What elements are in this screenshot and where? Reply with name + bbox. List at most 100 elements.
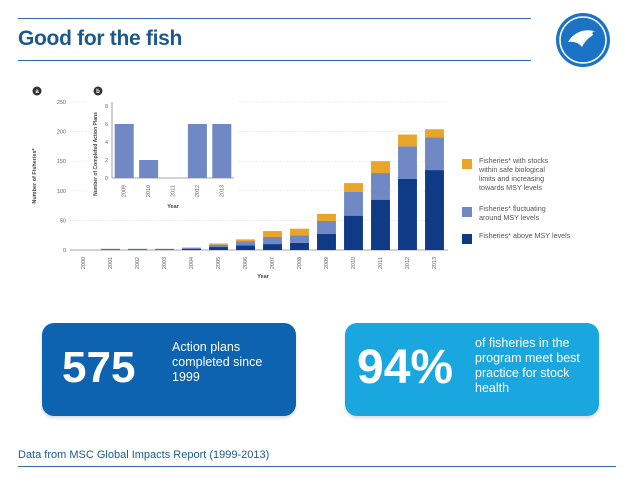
inset-bar: [212, 124, 232, 178]
legend-label-line: Fisheries* fluctuating: [479, 204, 546, 213]
panel-b-label: b: [96, 89, 100, 95]
y-tick-label-b: 4: [105, 140, 108, 146]
y-tick-label-b: 8: [105, 104, 108, 110]
panel-a-label: a: [35, 89, 39, 95]
y-tick-label-a: 250: [57, 100, 66, 106]
x-tick-label-b: 2009: [122, 185, 128, 197]
legend-label-line: Fisheries* with stocks: [479, 156, 549, 165]
y-tick-label-a: 100: [57, 189, 66, 195]
x-tick-label-b: 2012: [195, 185, 201, 197]
y-tick-label-a: 150: [57, 159, 66, 165]
stat-card-stock-health: 94% of fisheries in the program meet bes…: [345, 323, 599, 416]
slide-title: Good for the fish: [18, 27, 183, 50]
x-tick-label-a: 2010: [351, 257, 357, 269]
x-tick-label-a: 2013: [432, 257, 438, 269]
legend-label: Fisheries* fluctuating around MSY levels: [479, 204, 546, 222]
legend-label-line: limits and increasing: [479, 174, 544, 183]
bar-segment: [209, 243, 228, 245]
bottom-rule: [18, 466, 616, 467]
bar-segment: [344, 215, 363, 250]
legend-label-line: around MSY levels: [479, 213, 540, 222]
msc-logo: [556, 13, 610, 67]
x-tick-label-a: 2002: [135, 257, 141, 269]
bar-segment: [344, 191, 363, 216]
panel-a-badge: [32, 86, 42, 96]
bar-segment: [236, 239, 255, 242]
x-tick-label-b: 2010: [146, 185, 152, 197]
bar-segment: [209, 247, 228, 250]
x-tick-label-b: 2011: [170, 185, 176, 197]
y-tick-label-a: 200: [57, 130, 66, 136]
y-tick-label-b: 6: [105, 122, 108, 128]
legend-label: Fisheries* above MSY levels: [479, 231, 571, 240]
x-axis-title-a: Year: [257, 274, 269, 280]
bar-segment: [371, 173, 390, 200]
bar-segment: [263, 231, 282, 237]
bar-segment: [290, 235, 309, 243]
bar-segment: [317, 220, 336, 235]
x-tick-label-a: 2004: [189, 257, 195, 269]
x-tick-label-a: 2009: [324, 257, 330, 269]
y-axis-title-a: Number of Fisheries*: [32, 147, 38, 203]
bar-segment: [398, 146, 417, 179]
inset-bar: [187, 124, 207, 178]
x-tick-label-a: 2005: [216, 257, 222, 269]
stat-stock-health-value: 94%: [357, 341, 454, 394]
x-tick-label-a: 2000: [81, 257, 87, 269]
bar-segment: [398, 178, 417, 250]
legend-label: Fisheries* with stocks within safe biolog…: [478, 156, 549, 192]
stat-card-action-plans: 575 Action plans completed since 1999: [42, 323, 296, 416]
top-rule: [18, 18, 531, 19]
y-tick-label-b: 0: [105, 176, 108, 182]
x-tick-label-a: 2008: [297, 257, 303, 269]
legend-swatch: [462, 207, 472, 217]
bar-segment: [155, 249, 174, 250]
legend-swatch: [462, 234, 472, 244]
y-tick-label-a: 0: [63, 248, 66, 254]
bar-segment: [128, 249, 147, 250]
bar-segment: [344, 183, 363, 192]
stat-stock-health-text: of fisheries in the program meet best pr…: [475, 336, 580, 395]
legend-label-line: towards MSY levels: [479, 183, 542, 192]
bar-segment: [398, 134, 417, 147]
legend-swatch: [462, 159, 472, 169]
bar-segment: [182, 248, 201, 250]
bar-segment: [425, 129, 444, 138]
x-tick-label-a: 2006: [243, 257, 249, 269]
bar-segment: [290, 228, 309, 236]
bar-segment: [425, 137, 444, 171]
x-tick-label-b: 2013: [219, 185, 225, 197]
bar-segment: [425, 170, 444, 250]
bar-segment: [236, 241, 255, 246]
inset-bar: [139, 160, 159, 178]
source-note: Data from MSC Global Impacts Report (199…: [18, 449, 270, 461]
stat-action-plans-text: Action plans completed since 1999: [172, 340, 263, 384]
inset-bar: [114, 124, 134, 178]
x-tick-label-a: 2007: [270, 257, 276, 269]
bar-segment: [371, 161, 390, 174]
bar-segment: [209, 244, 228, 248]
bar-segment: [155, 248, 174, 250]
y-axis-title-b: Number of Completed Action Plans: [93, 112, 99, 196]
bar-segment: [290, 242, 309, 250]
bar-segment: [371, 199, 390, 250]
stat-action-plans-value: 575: [62, 343, 136, 392]
bar-segment: [128, 248, 147, 250]
legend-label-line: Fisheries* above MSY levels: [479, 231, 571, 240]
bar-segment: [236, 245, 255, 250]
x-tick-label-a: 2003: [162, 257, 168, 269]
legend-label-line: within safe biological: [478, 165, 545, 174]
bar-segment: [101, 248, 120, 250]
panel-b-badge: [93, 86, 103, 96]
bar-segment: [263, 236, 282, 245]
bar-segment: [182, 247, 201, 249]
bar-segment: [317, 234, 336, 250]
y-tick-label-b: 2: [105, 158, 108, 164]
x-tick-label-a: 2012: [405, 257, 411, 269]
title-underline: [18, 60, 531, 61]
bar-segment: [263, 244, 282, 250]
x-tick-label-a: 2011: [378, 257, 384, 269]
y-tick-label-a: 50: [60, 218, 66, 224]
x-tick-label-a: 2001: [108, 257, 114, 269]
bar-segment: [101, 249, 120, 250]
